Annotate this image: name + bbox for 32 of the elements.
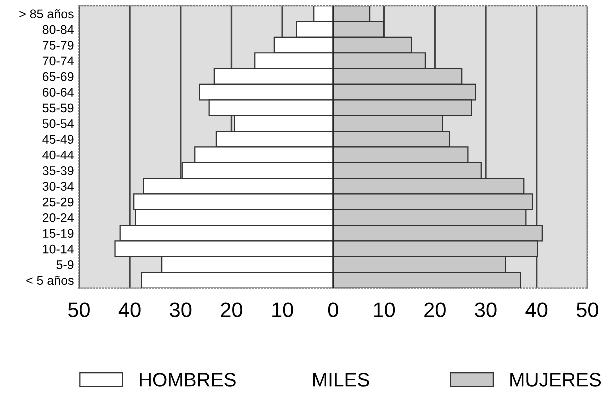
x-tick-label: 50	[576, 302, 598, 318]
y-tick-label: 20-24	[42, 214, 74, 222]
y-tick-label: 15-19	[43, 229, 74, 238]
x-tick-label: 40	[526, 302, 548, 318]
x-tick-label: 10	[272, 302, 294, 318]
x-tick-label: 0	[328, 302, 338, 318]
y-tick-label: 50-54	[42, 119, 74, 128]
x-tick-label: 50	[68, 302, 90, 318]
y-tick-label: 75-79	[42, 41, 74, 50]
x-axis-title: MILES	[313, 373, 370, 387]
x-tick-label: 20	[424, 302, 446, 318]
y-tick-label: 30-34	[42, 182, 74, 192]
y-tick-label: 10-14	[43, 244, 74, 254]
x-tick-label: 10	[374, 302, 396, 318]
y-tick-label: > 85 años	[20, 9, 74, 19]
x-tick-label: 30	[475, 302, 497, 318]
x-tick-label: 40	[118, 302, 141, 318]
y-tick-label: 35-39	[42, 166, 74, 176]
x-tick-label: 30	[170, 302, 192, 318]
y-tick-label: 45-49	[42, 135, 74, 144]
y-tick-label: 65-69	[42, 72, 74, 82]
y-tick-label: 80-84	[42, 25, 74, 34]
y-tick-label: < 5 años	[26, 276, 74, 286]
x-tick-label: 20	[221, 302, 242, 318]
y-tick-label: 40-44	[42, 150, 74, 160]
legend-label: MUJERES	[510, 373, 602, 387]
y-tick-label: 60-64	[42, 88, 74, 97]
y-tick-label: 5-9	[56, 260, 74, 270]
legend-label: HOMBRES	[140, 373, 236, 387]
y-tick-label: 25-29	[42, 198, 74, 207]
y-tick-label: 55-59	[42, 104, 74, 113]
y-tick-label: 70-74	[42, 56, 74, 66]
